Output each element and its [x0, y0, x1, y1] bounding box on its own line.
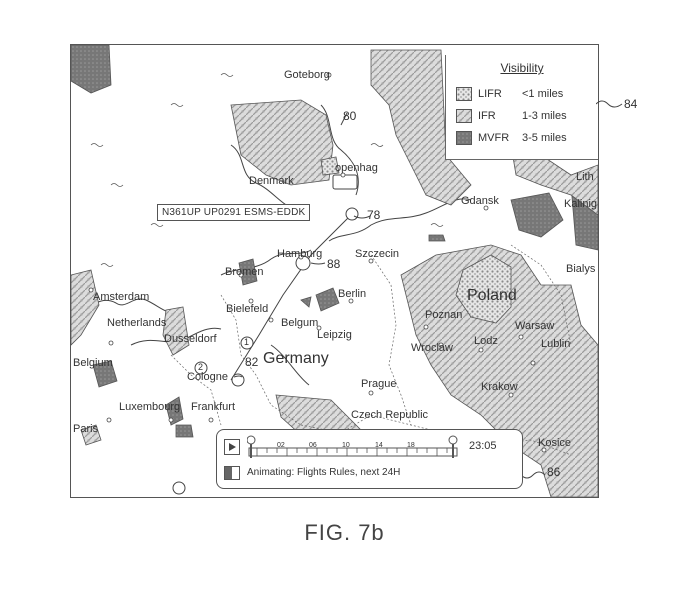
city-label-krakow: Krakow [481, 381, 518, 393]
tick-label: 02 [277, 442, 285, 449]
legend-category: LIFR [478, 88, 522, 100]
city-label-belgium: Belgium [73, 357, 113, 369]
city-label-wroclaw: Wroclaw [411, 342, 453, 354]
reference-number-78: 78 [367, 208, 380, 222]
city-label-hamburg: Hamburg [277, 248, 322, 260]
city-label-luxembourg: Luxembourg [119, 401, 180, 413]
layers-icon [225, 467, 239, 479]
mvfr-swatch [456, 131, 472, 145]
waypoint-marker-3 [173, 482, 185, 494]
city-label-amsterdam: Amsterdam [93, 291, 149, 303]
animation-control-panel: 02 06 10 14 18 23:05 Animating: Flights … [216, 429, 523, 489]
tick-label: 10 [342, 442, 350, 449]
city-label-paris: Paris [73, 423, 98, 435]
tick-label: 06 [309, 442, 317, 449]
city-label-cologne: Cologne [187, 371, 228, 383]
legend-row-ifr: IFR1-3 miles [456, 109, 567, 125]
reference-number-88: 88 [327, 257, 340, 271]
city-label-frankfurt: Frankfurt [191, 401, 235, 413]
reference-leader-84 [596, 96, 626, 112]
origin-airport-marker [346, 208, 358, 220]
waypoint-number-1: 1 [244, 337, 249, 347]
city-label-warsaw: Warsaw [515, 320, 554, 332]
waypoint-number-2: 2 [198, 362, 203, 372]
play-icon [225, 440, 239, 454]
country-label-czech-republic: Czech Republic [351, 409, 428, 421]
city-label-prague: Prague [361, 378, 396, 390]
current-time-label: 23:05 [469, 440, 497, 452]
city-label-gdansk: Gdansk [461, 195, 499, 207]
lifr-swatch [456, 87, 472, 101]
legend-row-mvfr: MVFR3-5 miles [456, 131, 567, 147]
city-label-copenhagen: openhag [335, 162, 378, 174]
layers-toggle-button[interactable] [224, 466, 240, 480]
figure-caption: FIG. 7b [0, 520, 689, 546]
city-label-denmark: Denmark [249, 175, 294, 187]
city-label-lithuania: Lith [576, 171, 594, 183]
reference-number-86: 86 [547, 465, 560, 479]
reference-number-82: 82 [245, 355, 258, 369]
city-label-bielefeld: Bielefeld [226, 303, 268, 315]
tick-label: 14 [375, 442, 383, 449]
legend-category: MVFR [478, 132, 522, 144]
city-label-lodz: Lodz [474, 335, 498, 347]
city-label-belgum: Belgum [281, 317, 318, 329]
legend-range: 3-5 miles [522, 132, 567, 144]
city-label-kaliningrad: Kalinig [564, 198, 597, 210]
country-label-germany: Germany [263, 350, 329, 368]
city-label-poznan: Poznan [425, 309, 462, 321]
city-label-berlin: Berlin [338, 288, 366, 300]
city-label-dusseldorf: Dusseldorf [164, 333, 217, 345]
legend-range: 1-3 miles [522, 110, 567, 122]
weather-map[interactable]: Goteborg openhag Denmark Hamburg Bremen … [70, 44, 599, 498]
animation-status: Animating: Flights Rules, next 24H [247, 467, 400, 478]
legend-title: Visibility [446, 61, 598, 75]
reference-number-84: 84 [624, 97, 637, 111]
visibility-legend: Visibility LIFR<1 miles IFR1-3 miles MVF… [445, 55, 598, 160]
time-slider[interactable]: 02 06 10 14 18 [247, 434, 463, 462]
play-button[interactable] [224, 439, 240, 455]
city-label-goteborg: Goteborg [284, 69, 330, 81]
tick-label: 18 [407, 442, 415, 449]
legend-range: <1 miles [522, 88, 563, 100]
legend-row-lifr: LIFR<1 miles [456, 87, 563, 103]
flight-info-label[interactable]: N361UP UP0291 ESMS-EDDK [157, 204, 310, 221]
legend-category: IFR [478, 110, 522, 122]
city-label-bialystok: Bialys [566, 263, 595, 275]
city-label-szczecin: Szczecin [355, 248, 399, 260]
reference-number-80: 80 [343, 109, 356, 123]
city-label-lublin: Lublin [541, 338, 570, 350]
city-label-netherlands: Netherlands [107, 317, 166, 329]
city-label-bremen: Bremen [225, 266, 264, 278]
city-label-leipzig: Leipzig [317, 329, 352, 341]
country-label-poland: Poland [467, 287, 517, 305]
ifr-swatch [456, 109, 472, 123]
city-label-kosice: Kosice [538, 437, 571, 449]
